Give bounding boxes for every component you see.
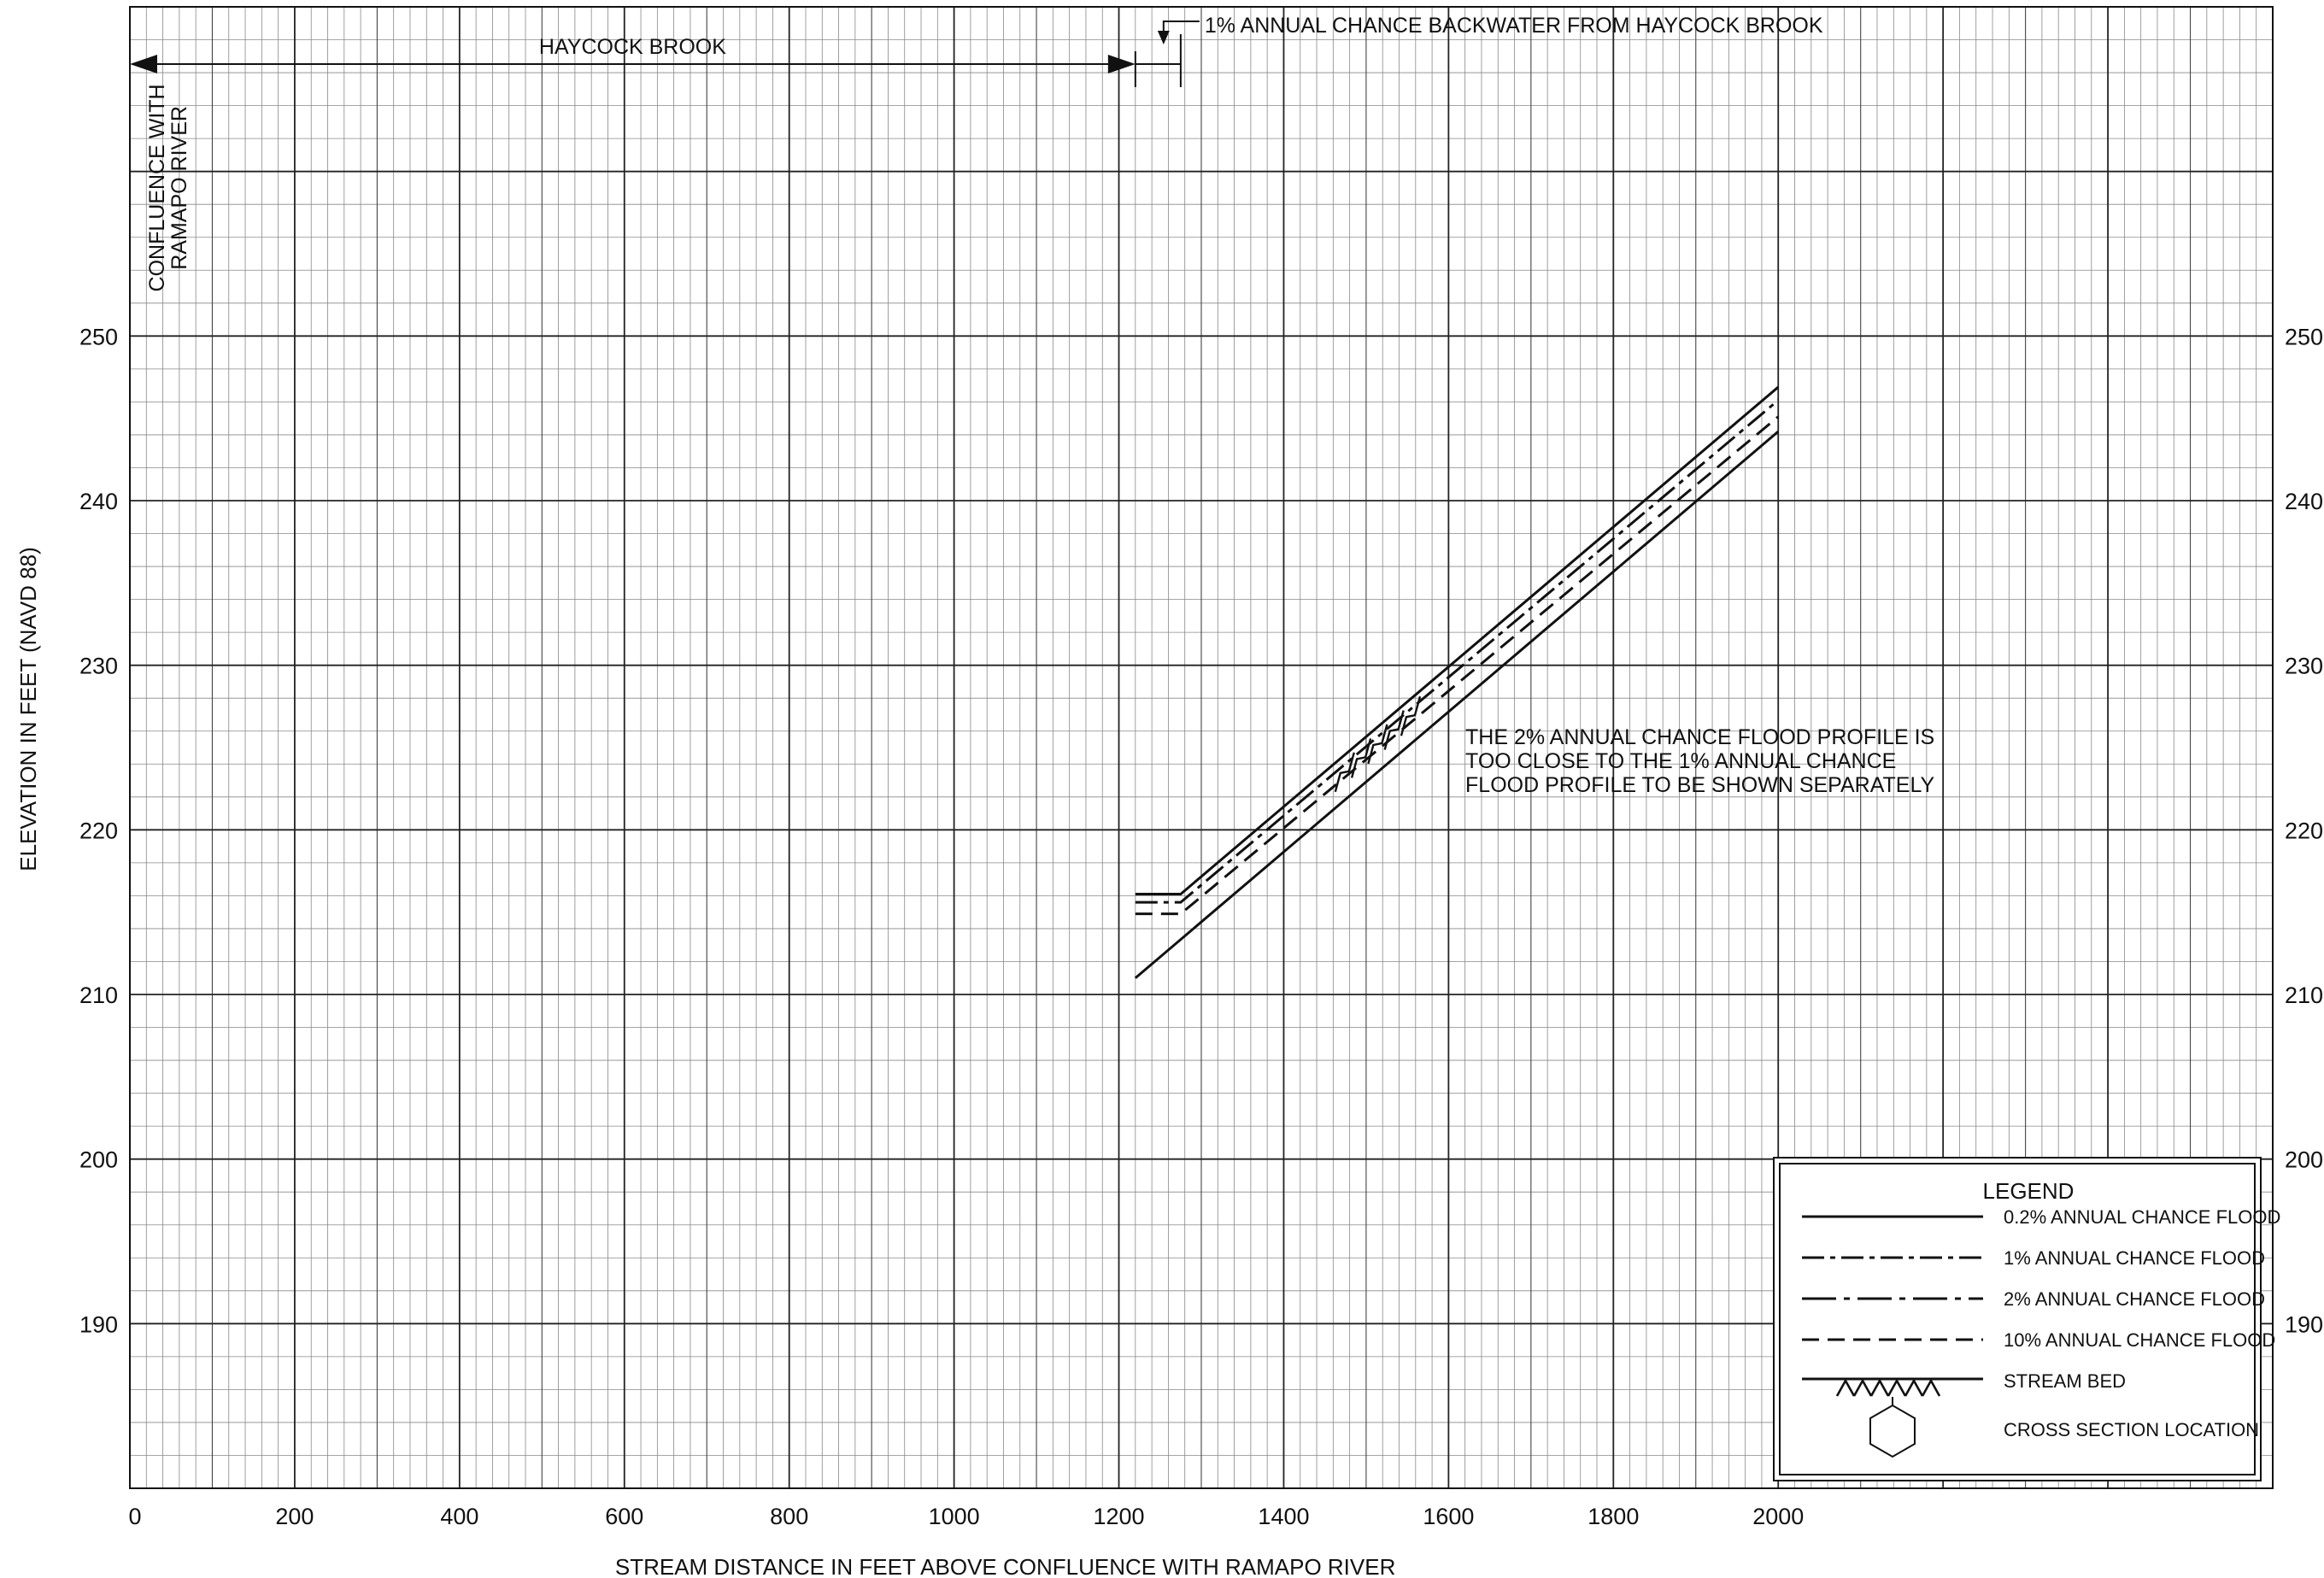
y-tick-label: 200 — [79, 1147, 118, 1173]
backwater-label: 1% ANNUAL CHANCE BACKWATER FROM HAYCOCK … — [1205, 14, 1823, 38]
profile-note: THE 2% ANNUAL CHANCE FLOOD PROFILE IS TOO… — [1465, 725, 1935, 797]
x-tick-label: 1200 — [1093, 1504, 1144, 1529]
x-tick-label: 1600 — [1423, 1504, 1474, 1529]
legend-title: LEGEND — [1983, 1178, 2075, 1204]
x-tick-labels: 0 200 400 600 800 1000 1200 1400 1600 1800 2000 — [128, 1504, 1804, 1529]
confluence-label-line: CONFLUENCE WITH — [145, 84, 169, 291]
legend-item-label: 2% ANNUAL CHANCE FLOOD — [2004, 1288, 2265, 1310]
x-tick-label: 0 — [128, 1504, 141, 1529]
x-tick-label: 2000 — [1752, 1504, 1804, 1529]
y-tick-label: 250 — [2285, 324, 2323, 349]
profile-note-line: FLOOD PROFILE TO BE SHOWN SEPARATELY — [1465, 773, 1935, 797]
x-tick-label: 1000 — [929, 1504, 980, 1529]
y-tick-label: 220 — [79, 818, 118, 843]
series-line — [1134, 430, 1780, 979]
right-arrowhead — [1107, 55, 1136, 73]
legend-item-label: 10% ANNUAL CHANCE FLOOD — [2004, 1329, 2275, 1351]
profile-note-line: TOO CLOSE TO THE 1% ANNUAL CHANCE — [1465, 749, 1896, 773]
legend-bed-hatch — [1921, 1378, 1941, 1397]
left-arrowhead — [130, 55, 157, 73]
grid-mid — [211, 7, 2192, 1488]
legend-bed-hatch — [1904, 1378, 1924, 1397]
reach-label: HAYCOCK BROOK — [539, 35, 726, 59]
legend-item-label: 0.2% ANNUAL CHANCE FLOOD — [2004, 1206, 2280, 1228]
legend-item-label: CROSS SECTION LOCATION — [2004, 1419, 2259, 1440]
y-tick-label: 190 — [2285, 1311, 2323, 1337]
stream-bed-hatch-mark — [1367, 724, 1388, 765]
cross-section-hexagon-icon — [1869, 1404, 1916, 1458]
y-axis-title: ELEVATION IN FEET (NAVD 88) — [15, 547, 41, 871]
series-line — [1135, 385, 1780, 895]
stream-bed-hatch — [1334, 695, 1422, 793]
x-tick-label: 1800 — [1587, 1504, 1639, 1529]
x-tick-label: 400 — [440, 1504, 478, 1529]
x-tick-label: 200 — [275, 1504, 314, 1529]
profile-note-line: THE 2% ANNUAL CHANCE FLOOD PROFILE IS — [1465, 725, 1934, 749]
y-tick-label: 210 — [79, 983, 118, 1008]
stream-bed-hatch-mark — [1400, 695, 1422, 736]
y-tick-label: 230 — [79, 654, 118, 679]
grid-major — [129, 6, 2274, 1489]
y-tick-label: 210 — [2285, 983, 2323, 1008]
y-tick-label: 250 — [79, 324, 118, 349]
legend-item-label: STREAM BED — [2004, 1370, 2126, 1392]
confluence-label-line: RAMAPO RIVER — [167, 106, 191, 270]
y-tick-label: 200 — [2285, 1147, 2323, 1173]
stream-bed-hatch-mark — [1383, 710, 1405, 750]
legend-bed-hatch — [1887, 1378, 1907, 1397]
y-tick-label: 220 — [2285, 818, 2323, 843]
y-tick-label: 240 — [2285, 489, 2323, 514]
series-line — [1135, 415, 1780, 916]
confluence-label: CONFLUENCE WITHRAMAPO RIVER — [145, 84, 191, 291]
y-tick-label: 190 — [79, 1311, 118, 1337]
legend-bed-hatch — [1835, 1378, 1856, 1397]
legend-box-inner — [1779, 1163, 2256, 1475]
backwater-arrowhead — [1157, 31, 1170, 44]
y-tick-label: 240 — [79, 489, 118, 514]
legend-bed-hatch — [1869, 1378, 1890, 1397]
stream-bed-hatch-mark — [1334, 752, 1355, 793]
series-line — [1135, 399, 1780, 904]
x-tick-label: 800 — [770, 1504, 808, 1529]
y-tick-label: 230 — [2285, 654, 2323, 679]
x-axis-title: STREAM DISTANCE IN FEET ABOVE CONFLUENCE… — [615, 1554, 1396, 1578]
legend-item-label: 1% ANNUAL CHANCE FLOOD — [2004, 1247, 2265, 1269]
legend-box-outer — [1773, 1157, 2262, 1481]
x-tick-label: 1400 — [1258, 1504, 1309, 1529]
x-tick-label: 600 — [605, 1504, 643, 1529]
y-tick-labels-right: 190 200 210 220 230 240 250 — [2285, 324, 2323, 1337]
plot-frame — [129, 6, 2274, 1489]
profile-series — [1134, 385, 1780, 979]
annotations: HAYCOCK BROOK 1% ANNUAL CHANCE BACKWATER … — [130, 14, 1935, 797]
y-tick-labels-left: 190 200 210 220 230 240 250 — [79, 324, 118, 1337]
stream-bed-hatch-mark — [1350, 738, 1372, 778]
legend-bed-hatch — [1852, 1378, 1873, 1397]
